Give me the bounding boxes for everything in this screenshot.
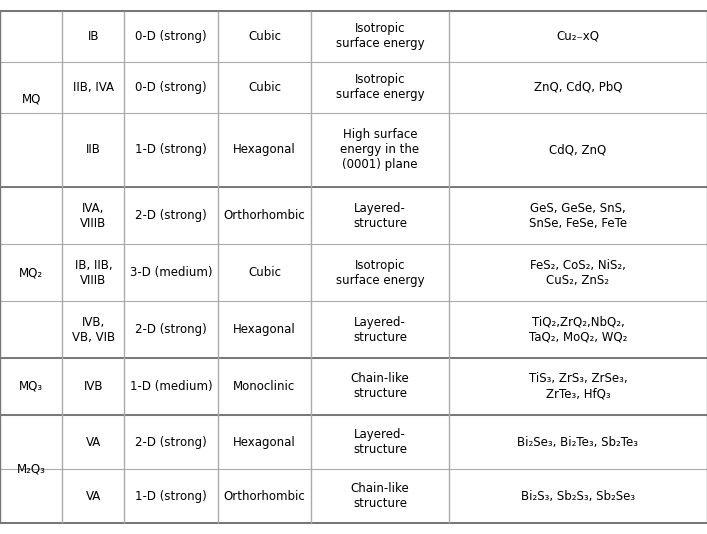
Text: 2-D (strong): 2-D (strong) bbox=[135, 436, 207, 449]
Text: 2-D (strong): 2-D (strong) bbox=[135, 209, 207, 222]
Text: Chain-like
structure: Chain-like structure bbox=[351, 482, 409, 510]
Text: Cu₂₋xQ: Cu₂₋xQ bbox=[556, 30, 600, 43]
Text: Hexagonal: Hexagonal bbox=[233, 436, 296, 449]
Text: IVA,
VIIIB: IVA, VIIIB bbox=[80, 202, 107, 230]
Text: Cubic: Cubic bbox=[248, 81, 281, 93]
Text: IB: IB bbox=[88, 30, 99, 43]
Text: TiQ₂,ZrQ₂,NbQ₂,
TaQ₂, MoQ₂, WQ₂: TiQ₂,ZrQ₂,NbQ₂, TaQ₂, MoQ₂, WQ₂ bbox=[529, 316, 627, 343]
Text: IVB,
VB, VIB: IVB, VB, VIB bbox=[72, 316, 115, 343]
Text: MQ₃: MQ₃ bbox=[19, 380, 43, 393]
Text: Bi₂S₃, Sb₂S₃, Sb₂Se₃: Bi₂S₃, Sb₂S₃, Sb₂Se₃ bbox=[521, 490, 635, 502]
Text: VA: VA bbox=[86, 490, 101, 502]
Text: High surface
energy in the
(0001) plane: High surface energy in the (0001) plane bbox=[341, 129, 419, 171]
Text: 1-D (medium): 1-D (medium) bbox=[130, 380, 212, 393]
Text: Orthorhombic: Orthorhombic bbox=[223, 490, 305, 502]
Text: VA: VA bbox=[86, 436, 101, 449]
Text: Monoclinic: Monoclinic bbox=[233, 380, 296, 393]
Text: 0-D (strong): 0-D (strong) bbox=[135, 30, 207, 43]
Text: M₂Q₃: M₂Q₃ bbox=[17, 462, 45, 476]
Text: 1-D (strong): 1-D (strong) bbox=[135, 144, 207, 156]
Text: Cubic: Cubic bbox=[248, 30, 281, 43]
Text: Hexagonal: Hexagonal bbox=[233, 323, 296, 336]
Text: Cubic: Cubic bbox=[248, 266, 281, 279]
Text: Hexagonal: Hexagonal bbox=[233, 144, 296, 156]
Text: IIB: IIB bbox=[86, 144, 101, 156]
Text: Isotropic
surface energy: Isotropic surface energy bbox=[336, 22, 424, 50]
Text: FeS₂, CoS₂, NiS₂,
CuS₂, ZnS₂: FeS₂, CoS₂, NiS₂, CuS₂, ZnS₂ bbox=[530, 258, 626, 287]
Text: 0-D (strong): 0-D (strong) bbox=[135, 81, 207, 93]
Text: Chain-like
structure: Chain-like structure bbox=[351, 373, 409, 400]
Text: Orthorhombic: Orthorhombic bbox=[223, 209, 305, 222]
Text: Isotropic
surface energy: Isotropic surface energy bbox=[336, 258, 424, 287]
Text: 1-D (strong): 1-D (strong) bbox=[135, 490, 207, 502]
Text: IB, IIB,
VIIIB: IB, IIB, VIIIB bbox=[74, 258, 112, 287]
Text: 2-D (strong): 2-D (strong) bbox=[135, 323, 207, 336]
Text: IIB, IVA: IIB, IVA bbox=[73, 81, 114, 93]
Text: Layered-
structure: Layered- structure bbox=[353, 428, 407, 456]
Text: 3-D (medium): 3-D (medium) bbox=[130, 266, 212, 279]
Text: Bi₂Se₃, Bi₂Te₃, Sb₂Te₃: Bi₂Se₃, Bi₂Te₃, Sb₂Te₃ bbox=[518, 436, 638, 449]
Text: MQ: MQ bbox=[21, 92, 41, 106]
Text: IVB: IVB bbox=[83, 380, 103, 393]
Text: Layered-
structure: Layered- structure bbox=[353, 316, 407, 343]
Text: ZnQ, CdQ, PbQ: ZnQ, CdQ, PbQ bbox=[534, 81, 622, 93]
Text: Isotropic
surface energy: Isotropic surface energy bbox=[336, 73, 424, 101]
Text: CdQ, ZnQ: CdQ, ZnQ bbox=[549, 144, 607, 156]
Text: TiS₃, ZrS₃, ZrSe₃,
ZrTe₃, HfQ₃: TiS₃, ZrS₃, ZrSe₃, ZrTe₃, HfQ₃ bbox=[529, 373, 627, 400]
Text: GeS, GeSe, SnS,
SnSe, FeSe, FeTe: GeS, GeSe, SnS, SnSe, FeSe, FeTe bbox=[529, 202, 627, 230]
Text: Layered-
structure: Layered- structure bbox=[353, 202, 407, 230]
Text: MQ₂: MQ₂ bbox=[19, 266, 43, 279]
